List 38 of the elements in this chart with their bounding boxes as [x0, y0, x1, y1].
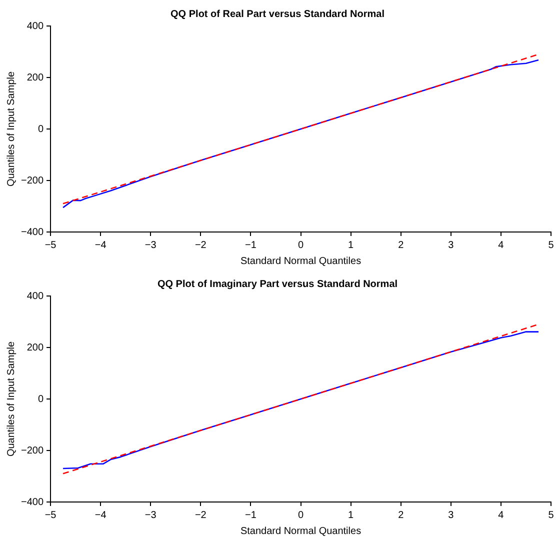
y-tick-label: 400: [26, 290, 44, 302]
y-tick-label: 0: [38, 394, 44, 405]
chart-title: QQ Plot of Real Part versus Standard Normal: [170, 8, 385, 20]
x-tick-label: −1: [245, 510, 257, 521]
y-tick-label: 0: [38, 124, 44, 135]
y-tick-label: 200: [26, 72, 44, 84]
x-tick-label: −5: [44, 510, 57, 521]
x-tick-label: 4: [498, 240, 504, 251]
x-tick-label: −2: [194, 240, 207, 251]
y-tick-label: −200: [20, 175, 44, 186]
y-tick-label: −400: [20, 226, 44, 238]
x-tick-label: −2: [194, 510, 207, 521]
x-tick-label: −3: [144, 240, 157, 251]
x-tick-label: 5: [548, 240, 554, 251]
x-tick-label: 0: [298, 240, 304, 251]
x-tick-label: −4: [94, 240, 107, 251]
x-tick-label: 1: [348, 510, 354, 521]
x-axis-title: Standard Normal Quantiles: [240, 256, 362, 267]
y-tick-label: 200: [26, 342, 44, 354]
x-tick-label: 1: [348, 240, 354, 251]
x-tick-label: 4: [498, 510, 504, 521]
chart-title: QQ Plot of Imaginary Part versus Standard Normal: [157, 278, 398, 290]
y-axis-title: Quantiles of Input Sample: [6, 71, 17, 187]
x-tick-label: 3: [448, 510, 454, 521]
x-tick-label: 0: [298, 510, 304, 521]
y-tick-label: −200: [20, 445, 44, 456]
x-tick-label: 2: [398, 510, 404, 521]
y-axis-title: Quantiles of Input Sample: [6, 341, 17, 457]
x-tick-label: 2: [398, 240, 404, 251]
x-tick-label: 5: [548, 510, 554, 521]
y-tick-label: 400: [26, 20, 44, 32]
x-axis-title: Standard Normal Quantiles: [240, 526, 362, 537]
x-tick-label: −5: [44, 240, 57, 251]
x-tick-label: −1: [245, 240, 257, 251]
y-tick-label: −400: [20, 496, 44, 508]
x-tick-label: −3: [144, 510, 157, 521]
x-tick-label: −4: [94, 510, 107, 521]
x-tick-label: 3: [448, 240, 454, 251]
